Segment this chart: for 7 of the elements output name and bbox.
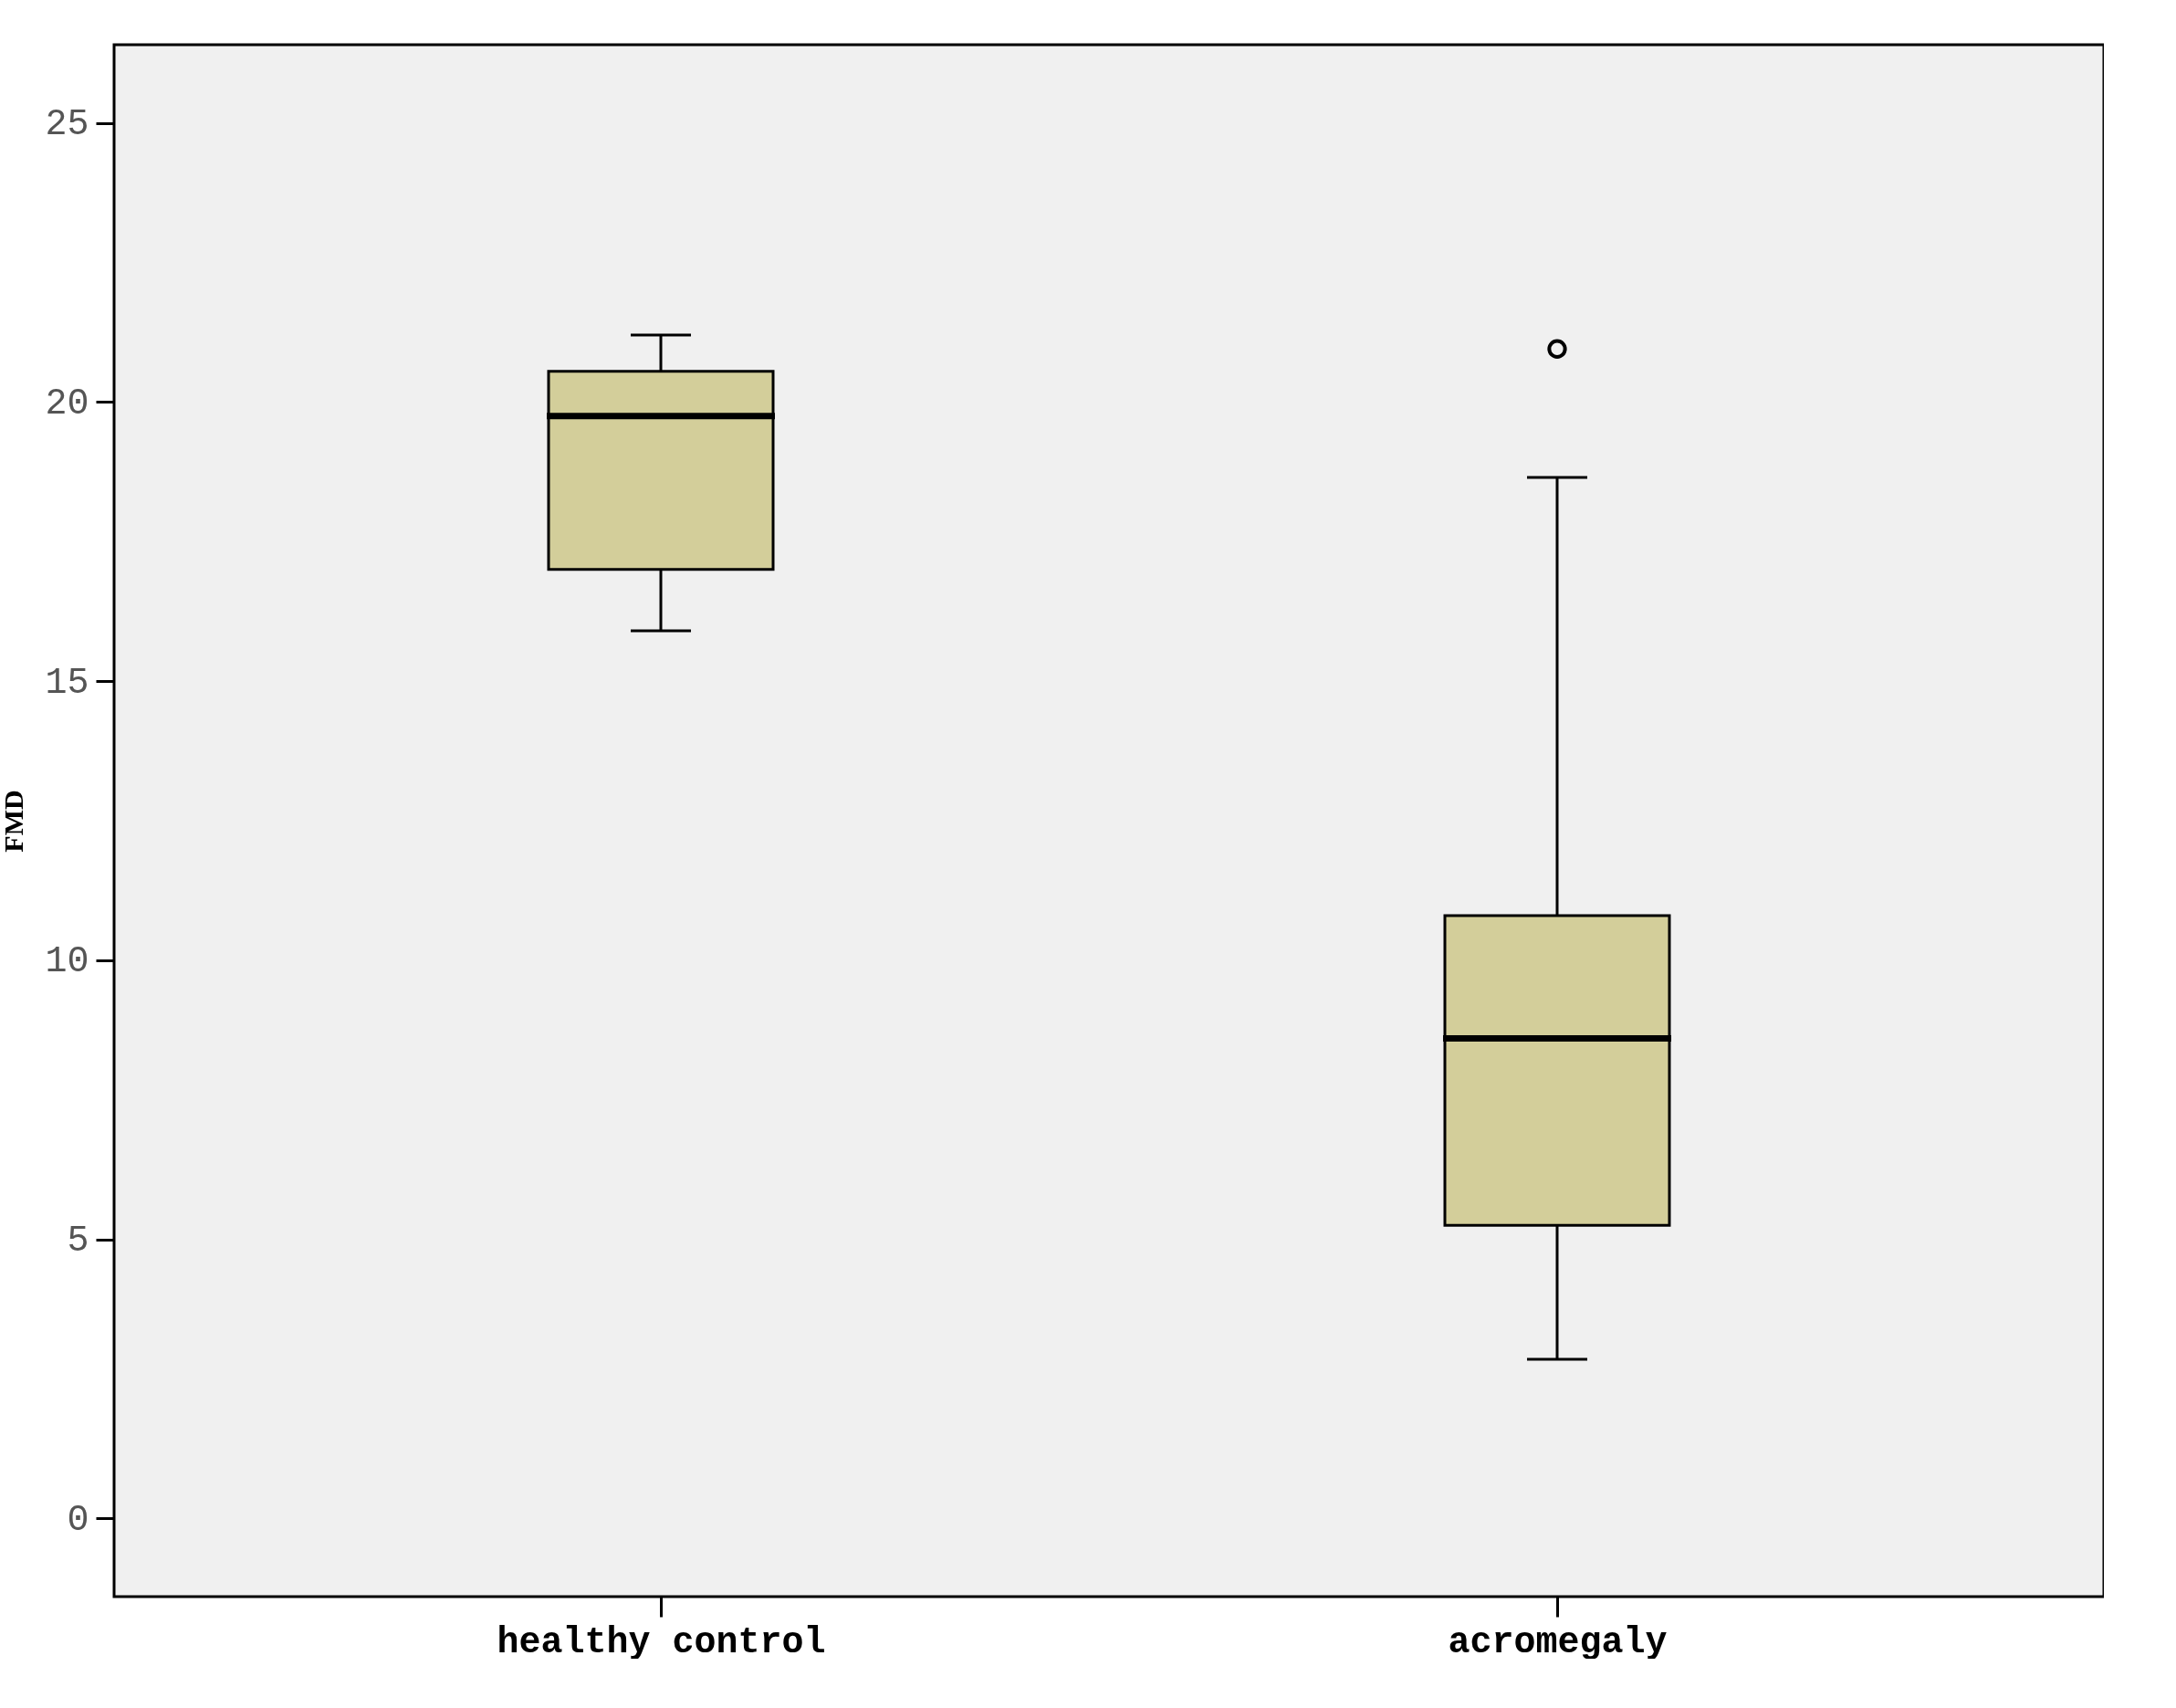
y-tick-label: 0 (67, 1499, 89, 1541)
y-axis-title: FMD (0, 790, 29, 853)
y-tick-label: 15 (45, 662, 89, 704)
y-tick-label: 5 (67, 1221, 89, 1263)
y-tick-label: 20 (45, 382, 89, 424)
y-tick-label: 25 (45, 104, 89, 146)
y-tick-label: 10 (45, 941, 89, 983)
